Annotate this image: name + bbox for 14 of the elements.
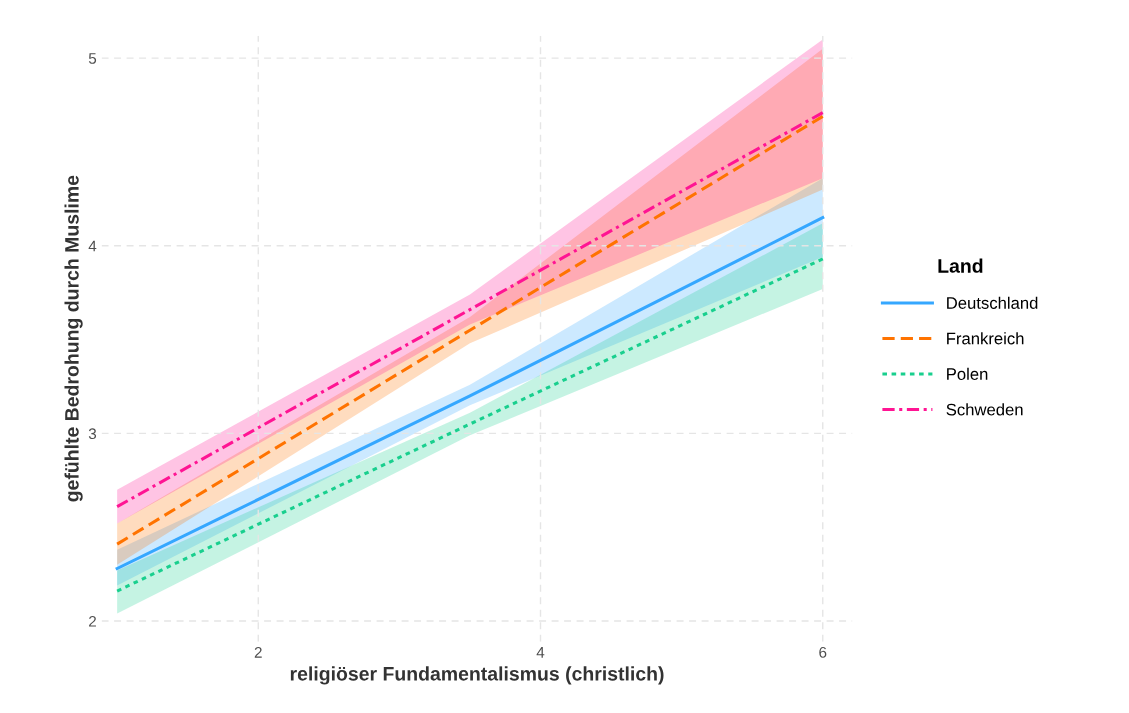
y-tick-label: 5 xyxy=(88,53,97,64)
x-axis-title: religiöser Fundamentalismus (christlich) xyxy=(290,666,664,685)
legend-title: Land xyxy=(938,258,983,273)
x-tick-label: 4 xyxy=(536,647,545,658)
x-tick-label: 6 xyxy=(819,646,827,658)
legend-label: Frankreich xyxy=(947,332,1024,345)
y-tick-label: 4 xyxy=(88,240,97,252)
legend-label: Deutschland xyxy=(947,296,1038,309)
y-tick-label: 3 xyxy=(88,428,97,440)
legend-label: Polen xyxy=(947,367,988,380)
x-tick-label: 2 xyxy=(254,646,262,658)
legend-label: Schweden xyxy=(946,403,1023,416)
y-axis-title: gefühlte Bedrohung durch Muslime xyxy=(64,175,83,502)
y-tick-label: 2 xyxy=(89,615,96,627)
